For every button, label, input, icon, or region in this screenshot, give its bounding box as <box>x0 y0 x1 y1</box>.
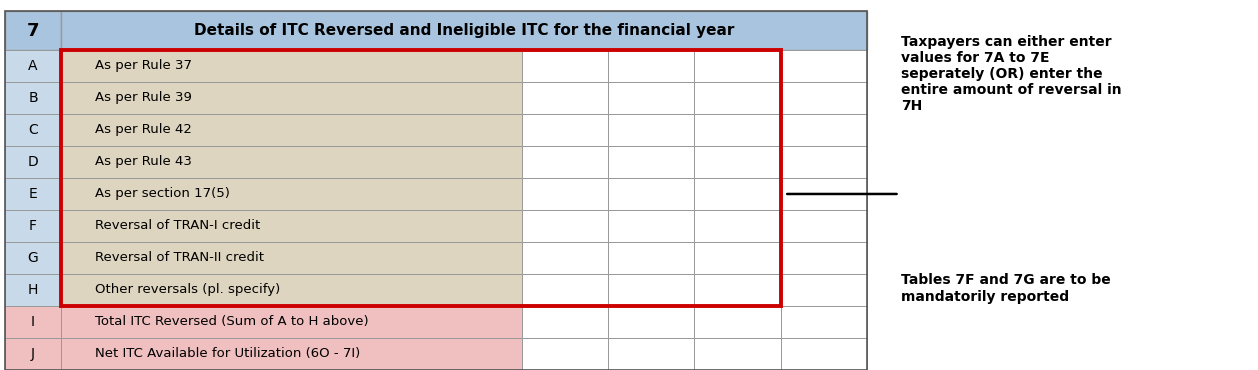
Text: As per Rule 43: As per Rule 43 <box>94 155 191 168</box>
Text: As per section 17(5): As per section 17(5) <box>94 188 229 201</box>
Bar <box>5 11 62 50</box>
Bar <box>522 82 609 114</box>
Bar <box>62 210 522 242</box>
Bar <box>62 242 522 274</box>
Bar <box>5 50 62 82</box>
Text: I: I <box>31 315 35 329</box>
Text: Other reversals (pl. specify): Other reversals (pl. specify) <box>94 283 279 296</box>
Bar <box>522 146 609 178</box>
Text: J: J <box>31 347 35 361</box>
Text: A: A <box>28 59 38 73</box>
Bar <box>609 306 694 338</box>
Text: 7: 7 <box>26 21 39 40</box>
Text: Total ITC Reversed (Sum of A to H above): Total ITC Reversed (Sum of A to H above) <box>94 316 369 329</box>
Bar <box>780 146 867 178</box>
Bar <box>609 114 694 146</box>
Bar <box>609 146 694 178</box>
Bar <box>694 274 780 306</box>
Text: D: D <box>28 155 39 169</box>
Text: Reversal of TRAN-I credit: Reversal of TRAN-I credit <box>94 219 260 232</box>
Text: F: F <box>29 219 36 233</box>
Text: C: C <box>28 123 38 137</box>
Bar <box>5 242 62 274</box>
Bar <box>5 306 62 338</box>
Bar <box>694 146 780 178</box>
Bar <box>694 114 780 146</box>
Bar <box>522 210 609 242</box>
Bar <box>62 274 522 306</box>
Bar <box>694 50 780 82</box>
Bar <box>609 178 694 210</box>
Bar <box>694 82 780 114</box>
Text: As per Rule 37: As per Rule 37 <box>94 60 191 73</box>
Bar <box>62 338 522 370</box>
Bar <box>609 82 694 114</box>
Bar <box>62 11 867 50</box>
Bar <box>5 146 62 178</box>
Bar <box>780 82 867 114</box>
Bar <box>522 50 609 82</box>
Bar <box>62 306 522 338</box>
Text: As per Rule 39: As per Rule 39 <box>94 91 191 104</box>
Text: B: B <box>28 91 38 105</box>
Bar <box>609 50 694 82</box>
Bar <box>780 114 867 146</box>
Bar <box>62 50 522 82</box>
Bar <box>694 306 780 338</box>
Bar <box>609 274 694 306</box>
Bar <box>522 338 609 370</box>
Bar <box>609 242 694 274</box>
Bar <box>5 338 62 370</box>
Bar <box>522 242 609 274</box>
Bar <box>62 82 522 114</box>
Text: Reversal of TRAN-II credit: Reversal of TRAN-II credit <box>94 252 264 265</box>
Bar <box>5 210 62 242</box>
Text: Net ITC Available for Utilization (6O - 7I): Net ITC Available for Utilization (6O - … <box>94 347 360 360</box>
Text: Tables 7F and 7G are to be
mandatorily reported: Tables 7F and 7G are to be mandatorily r… <box>901 273 1111 304</box>
Bar <box>694 338 780 370</box>
Bar <box>780 338 867 370</box>
Bar <box>609 338 694 370</box>
Text: As per Rule 42: As per Rule 42 <box>94 124 191 137</box>
Bar <box>5 274 62 306</box>
Text: Taxpayers can either enter
values for 7A to 7E
seperately (OR) enter the
entire : Taxpayers can either enter values for 7A… <box>901 35 1121 113</box>
Bar <box>5 82 62 114</box>
Bar <box>522 114 609 146</box>
Bar <box>780 50 867 82</box>
Text: G: G <box>28 251 39 265</box>
Bar <box>780 274 867 306</box>
Bar <box>62 178 522 210</box>
Bar <box>780 306 867 338</box>
Bar <box>522 178 609 210</box>
Text: E: E <box>29 187 38 201</box>
Bar <box>5 11 867 370</box>
Bar <box>522 274 609 306</box>
Bar <box>694 242 780 274</box>
Bar <box>62 146 522 178</box>
Bar <box>780 242 867 274</box>
Bar <box>694 210 780 242</box>
Bar <box>694 178 780 210</box>
Text: Details of ITC Reversed and Ineligible ITC for the financial year: Details of ITC Reversed and Ineligible I… <box>194 23 735 38</box>
Bar <box>780 178 867 210</box>
Bar <box>62 50 780 306</box>
Bar <box>5 178 62 210</box>
Bar <box>5 114 62 146</box>
Bar <box>62 114 522 146</box>
Bar <box>522 306 609 338</box>
Text: H: H <box>28 283 38 297</box>
Bar <box>609 210 694 242</box>
Bar <box>780 210 867 242</box>
